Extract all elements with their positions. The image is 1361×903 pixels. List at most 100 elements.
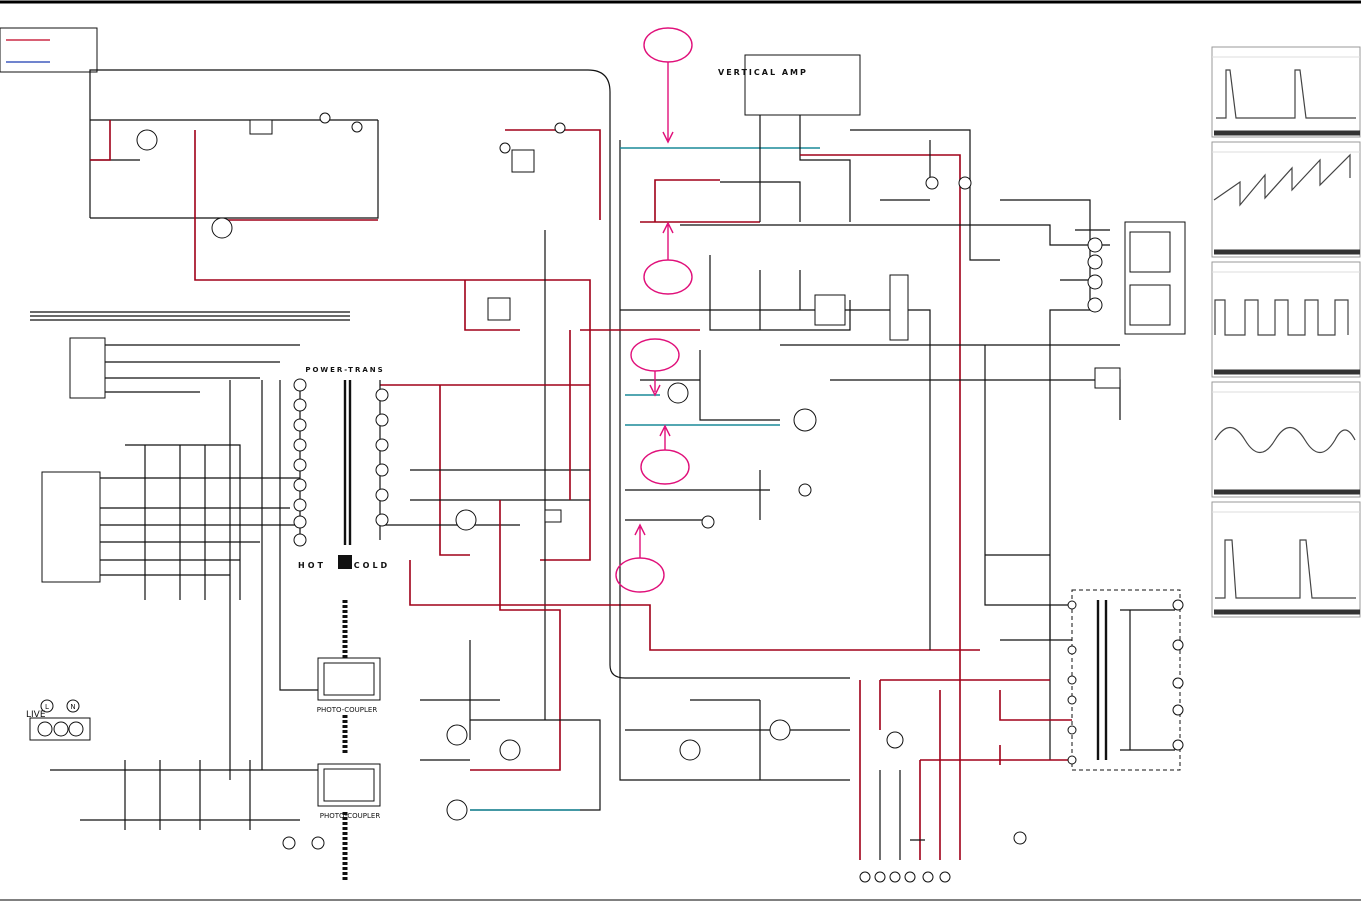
photo-couplers-part xyxy=(323,662,375,696)
power-transformer-part xyxy=(293,515,307,529)
test-point-markers-part xyxy=(662,221,674,260)
ics-part xyxy=(1094,367,1121,389)
flyback-transformer-part xyxy=(1172,677,1184,689)
power-transformer-part xyxy=(375,463,389,477)
power-transformer-part xyxy=(293,438,307,452)
power-transformer-part xyxy=(375,413,389,427)
wiring-part xyxy=(680,224,1110,246)
wiring-part xyxy=(464,280,520,331)
test-point-markers-part xyxy=(662,62,674,144)
ics-part xyxy=(744,54,861,116)
connectors-part xyxy=(1087,274,1103,290)
power-transformer-part xyxy=(293,478,307,492)
flyback-transformer-part xyxy=(1120,609,1175,751)
power-transformer-part xyxy=(338,555,352,569)
wiring-part xyxy=(105,344,300,393)
power-transformer-part xyxy=(293,398,307,412)
waveform-panels-part xyxy=(1211,501,1361,618)
ics-part xyxy=(487,297,511,321)
wiring-part xyxy=(470,500,561,771)
test-point-markers-part xyxy=(640,449,690,485)
transistors-part xyxy=(351,121,363,133)
transistors-part xyxy=(554,122,566,134)
legend-part xyxy=(0,27,98,73)
photo-couplers-part xyxy=(323,768,375,802)
flyback-transformer-part xyxy=(1067,755,1077,765)
transistors-part xyxy=(446,724,468,746)
transistors xyxy=(136,112,1027,845)
waveform-panels-part xyxy=(1211,141,1361,258)
waveform-panels-part xyxy=(1211,261,1361,378)
label: L xyxy=(45,703,49,711)
wiring-part xyxy=(1000,605,1072,760)
power-transformer-part xyxy=(293,378,307,392)
power-transformer-part xyxy=(293,458,307,472)
power-transformer-part xyxy=(375,513,389,527)
transistors-part xyxy=(769,719,791,741)
transistors-part xyxy=(211,217,233,239)
test-point-markers-part xyxy=(630,338,680,372)
transistors-part xyxy=(958,176,972,190)
power-transformer-part xyxy=(293,533,307,547)
wiring-part xyxy=(800,154,961,860)
test-point-markers-part xyxy=(634,523,646,558)
legend xyxy=(0,27,98,73)
wiring-part xyxy=(720,115,851,222)
wiring-part xyxy=(569,329,700,500)
wiring-part xyxy=(50,760,320,830)
waveform-panels-part xyxy=(1213,153,1351,207)
ics-part xyxy=(249,119,273,135)
wiring-part xyxy=(984,345,1072,606)
ics-part xyxy=(544,509,562,523)
connectors-part xyxy=(1087,254,1103,270)
power-transformer-part xyxy=(293,418,307,432)
flyback-transformer-part xyxy=(1071,589,1181,771)
transistors-part xyxy=(1013,831,1027,845)
wiring-part xyxy=(90,120,111,161)
label: LIVE xyxy=(26,710,46,720)
ics-part xyxy=(69,337,106,399)
connectors-part xyxy=(874,871,886,883)
waveform-panels-part xyxy=(1216,69,1356,119)
flyback-transformer-part xyxy=(1172,599,1184,611)
ics-part xyxy=(1129,284,1171,326)
flyback-transformer-part xyxy=(1172,639,1184,651)
flyback-transformer-part xyxy=(1067,600,1077,610)
wiring-part xyxy=(859,680,941,860)
wiring-part xyxy=(620,309,931,650)
waveform-panels-part xyxy=(1212,56,1360,513)
wiring-part xyxy=(879,679,1072,730)
power-transformer-part xyxy=(375,438,389,452)
connectors-part xyxy=(859,871,871,883)
wiring-part xyxy=(919,745,1072,860)
connectors-part xyxy=(889,871,901,883)
transistors-part xyxy=(455,509,477,531)
connectors-part xyxy=(1087,237,1103,253)
wiring-part xyxy=(409,560,980,651)
transistors-part xyxy=(701,515,715,529)
transistors-part xyxy=(319,112,331,124)
wiring-part xyxy=(619,140,850,781)
power-transformer-part xyxy=(375,488,389,502)
power-transformer-part xyxy=(343,380,352,545)
ics-part xyxy=(511,149,535,173)
label: COLD xyxy=(354,561,390,570)
flyback-transformer-part xyxy=(1067,675,1077,685)
wiring-part xyxy=(625,394,780,426)
label: HOT xyxy=(298,561,326,570)
power-transformer-part xyxy=(375,388,389,402)
wiring-part xyxy=(505,129,601,220)
ics-part xyxy=(41,471,101,583)
test-point-markers-part xyxy=(643,259,693,295)
wiring-part xyxy=(30,311,350,321)
label: PHOTO-COUPLER xyxy=(320,812,381,820)
flyback-transformer-part xyxy=(1172,739,1184,751)
connectors-part xyxy=(1087,297,1103,313)
ics xyxy=(41,54,1186,583)
flyback-transformer xyxy=(1067,589,1184,771)
wiring-part xyxy=(850,129,1000,261)
wiring-part xyxy=(625,470,770,521)
ics-part xyxy=(1129,231,1171,273)
wiring-part xyxy=(640,179,760,223)
